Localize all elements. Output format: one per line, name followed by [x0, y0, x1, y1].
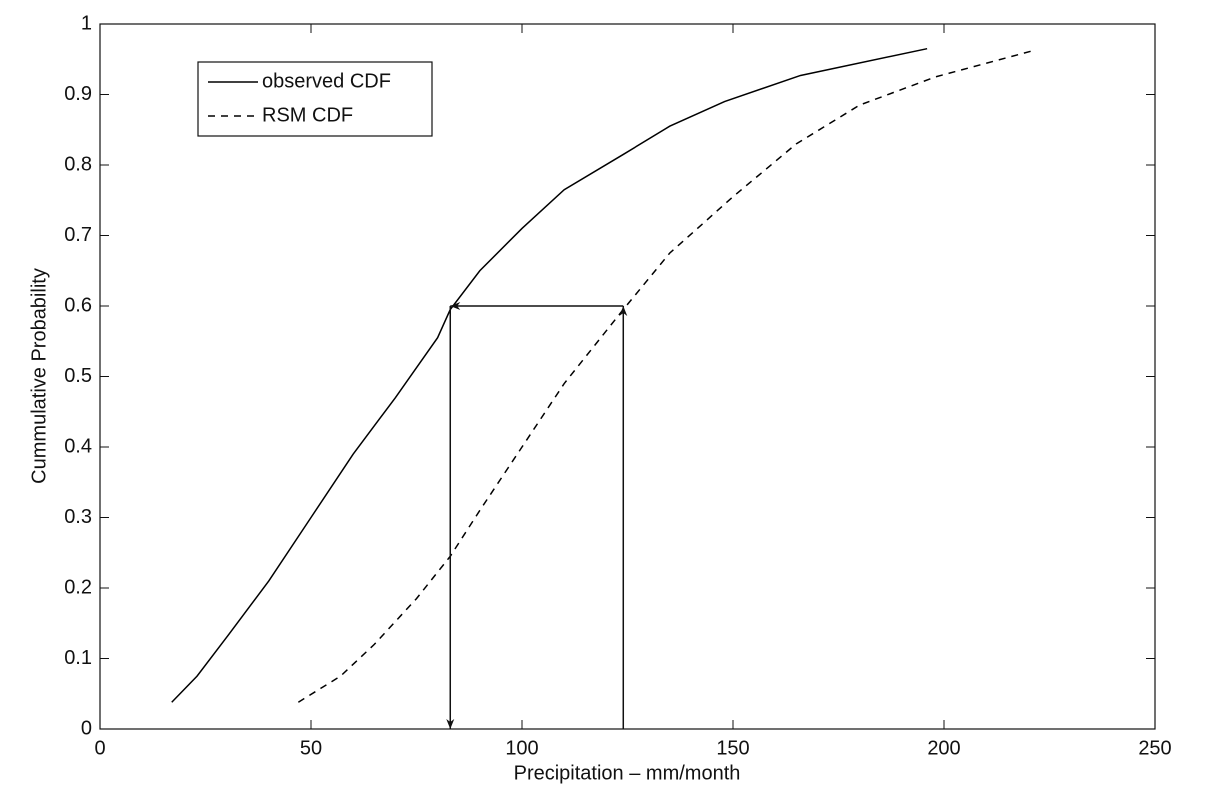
y-axis-label: Cummulative Probability	[28, 268, 50, 484]
y-tick-label: 0.3	[64, 506, 92, 528]
y-tick-label: 0.8	[64, 153, 92, 175]
legend-label: observed CDF	[262, 70, 391, 92]
series-line	[171, 47, 928, 703]
x-tick-label: 50	[300, 737, 322, 759]
y-tick-label: 1	[81, 12, 92, 34]
x-tick-label: 0	[94, 737, 105, 759]
x-axis-label: Precipitation – mm/month	[514, 762, 741, 784]
y-tick-label: 0.2	[64, 576, 92, 598]
x-tick-label: 100	[505, 737, 538, 759]
legend-label: RSM CDF	[262, 104, 353, 126]
y-tick-label: 0.4	[64, 435, 92, 457]
x-tick-label: 250	[1138, 737, 1171, 759]
legend-box	[197, 61, 433, 137]
y-tick-label: 0.5	[64, 365, 92, 387]
y-tick-label: 0.6	[64, 294, 92, 316]
y-tick-label: 0.1	[64, 647, 92, 669]
x-tick-label: 150	[716, 737, 749, 759]
y-tick-label: 0.7	[64, 224, 92, 246]
x-tick-label: 200	[927, 737, 960, 759]
series-line	[297, 50, 1033, 703]
y-tick-label: 0	[81, 717, 92, 739]
y-tick-label: 0.9	[64, 83, 92, 105]
